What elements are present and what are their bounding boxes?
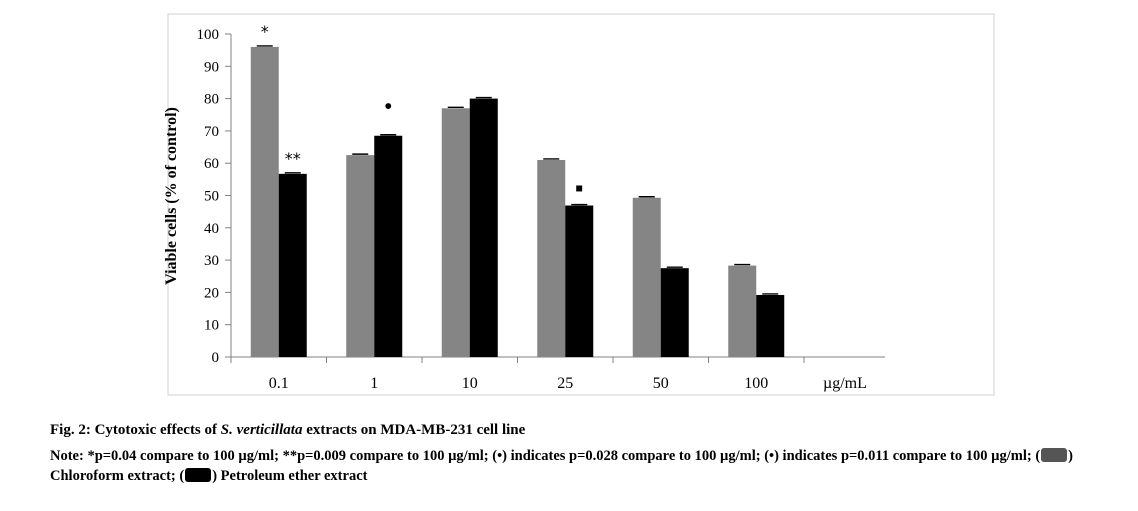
legend-swatch-petroleum (185, 468, 212, 482)
y-tick-label: 0 (212, 350, 220, 366)
caption-species: S. verticillata (220, 422, 303, 438)
x-tick-label: 0.1 (269, 375, 289, 392)
x-tick-label: 50 (653, 375, 669, 392)
y-tick-label: 80 (204, 92, 219, 108)
y-tick-label: 100 (197, 27, 220, 43)
legend-swatch-chloroform (1041, 448, 1068, 462)
significance-marker: ** (285, 149, 301, 168)
bar (441, 108, 470, 357)
x-axis-unit: µg/mL (823, 375, 867, 392)
y-tick-label: 70 (204, 124, 219, 140)
x-tick-label: 1 (370, 375, 378, 392)
bar (250, 46, 279, 358)
y-tick-label: 10 (204, 318, 219, 334)
note-text-2: ) Chloroform extract; ( (50, 448, 1073, 484)
bar (756, 294, 785, 357)
y-tick-label: 50 (204, 189, 219, 205)
y-tick-label: 20 (204, 285, 219, 301)
x-tick-label: 100 (744, 375, 768, 392)
x-tick-label: 10 (462, 375, 478, 392)
caption-label: Fig. 2: (50, 422, 91, 438)
chart: 0 10 20 30 40 50 60 70 80 90 100 0.1 1 10 25 50 100 µg/mL… (163, 13, 995, 396)
y-axis-label: Viable cells (% of control) (163, 107, 180, 285)
caption-title: Fig. 2: Cytotoxic effects of S. verticil… (50, 420, 1120, 440)
caption-note: Note: *p=0.04 compare to 100 µg/ml; **p=… (50, 446, 1120, 486)
y-tick-label: 30 (204, 253, 219, 269)
y-tick-label: 60 (204, 156, 219, 172)
significance-marker: • (382, 95, 394, 119)
bar (728, 265, 757, 357)
bar (537, 159, 566, 357)
bar (278, 173, 307, 357)
caption-post: extracts on MDA-MB-231 cell line (306, 422, 526, 438)
bar (469, 98, 498, 357)
bar-chart: 0 10 20 30 40 50 60 70 80 90 100 0.1 1 10 25 50 100 µg/mL… (163, 13, 995, 396)
x-tick-label: 25 (557, 375, 573, 392)
bar (374, 135, 403, 357)
y-tick-label: 90 (204, 59, 219, 75)
caption-pre: Cytotoxic effects of (94, 422, 218, 438)
note-text-3: ) Petroleum ether extract (212, 468, 368, 484)
figure-caption: Fig. 2: Cytotoxic effects of S. verticil… (50, 420, 1120, 486)
significance-marker: * (261, 22, 269, 41)
chart-frame (167, 13, 995, 396)
y-tick-label: 40 (204, 221, 219, 237)
bar (565, 205, 594, 357)
note-text-1: Note: *p=0.04 compare to 100 µg/ml; **p=… (50, 448, 1041, 464)
bar (346, 155, 375, 357)
bar (660, 268, 689, 357)
bar (632, 197, 661, 357)
significance-marker: ▪ (575, 181, 583, 195)
